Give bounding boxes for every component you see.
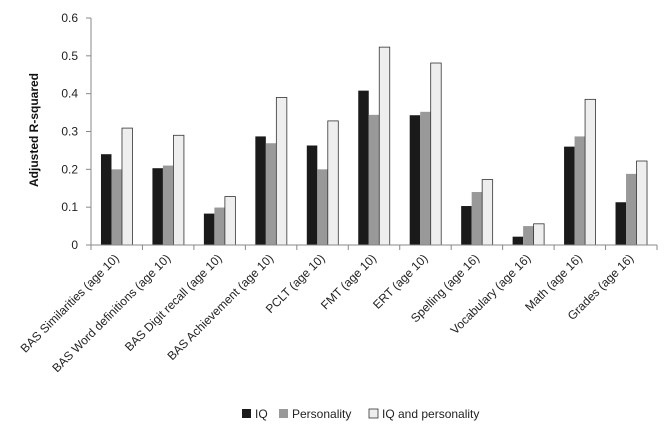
bar-personality xyxy=(111,169,122,245)
bar-personality xyxy=(265,143,277,245)
y-tick-label: 0.5 xyxy=(61,49,78,63)
bar-iq-and-personality xyxy=(430,62,442,246)
y-tick-label: 0.3 xyxy=(61,125,78,139)
legend: IQ Personality IQ and personality xyxy=(242,407,479,421)
x-tick-label: FMT (age 10) xyxy=(318,251,379,312)
y-tick-label: 0.2 xyxy=(61,162,78,176)
bar-iq-and-personality xyxy=(173,134,185,246)
bar-iq-and-personality xyxy=(533,223,545,246)
bar-iq xyxy=(203,213,215,245)
bar-iq xyxy=(615,202,627,245)
y-tick-label: 0 xyxy=(71,238,78,252)
bar-iq-and-personality xyxy=(224,196,236,246)
bar-iq-and-personality xyxy=(378,46,391,246)
bar-iq xyxy=(255,136,266,245)
bar-iq-and-personality xyxy=(584,98,596,246)
bar-iq xyxy=(306,145,318,245)
x-tick-label: BAS Achievement (age 10) xyxy=(164,251,276,363)
legend-label: IQ xyxy=(255,407,268,421)
bar-iq-and-personality xyxy=(481,179,494,246)
bar-iq xyxy=(358,90,369,245)
legend-label: IQ and personality xyxy=(382,407,479,421)
bar-iq-and-personality xyxy=(121,127,133,246)
bar-personality xyxy=(317,169,328,245)
bar-iq xyxy=(100,154,112,245)
bar-personality xyxy=(368,114,380,245)
y-axis-label: Adjusted R-squared xyxy=(27,73,41,187)
y-tick-label: 0.6 xyxy=(61,11,78,25)
bar-personality xyxy=(626,173,637,245)
bar-iq-and-personality xyxy=(275,97,288,246)
bars xyxy=(100,46,648,246)
x-axis-labels: BAS Similarities (age 10)BAS Word defini… xyxy=(18,245,658,375)
bar-personality xyxy=(471,192,483,245)
bar-iq-and-personality xyxy=(327,120,339,246)
x-tick-label: BAS Digit recall (age 10) xyxy=(122,251,225,354)
bar-personality xyxy=(574,136,586,245)
legend-swatch xyxy=(279,409,288,418)
legend-swatch xyxy=(368,408,379,419)
bar-personality xyxy=(162,165,174,245)
x-tick-label: BAS Similarities (age 10) xyxy=(18,251,122,355)
bar-iq xyxy=(152,168,163,245)
bar-personality xyxy=(214,207,225,245)
bar-personality xyxy=(420,111,431,246)
bar-iq xyxy=(409,115,421,246)
bar-iq-and-personality xyxy=(636,160,648,246)
y-tick-label: 0.4 xyxy=(61,87,78,101)
y-tick-label: 0.1 xyxy=(61,200,78,214)
legend-label: Personality xyxy=(292,407,351,421)
bar-iq xyxy=(512,236,524,245)
y-axis-ticks: 0 0.1 0.2 0.3 0.4 0.5 0.6 xyxy=(61,11,91,252)
bar-iq xyxy=(564,146,575,245)
bar-iq xyxy=(461,206,472,245)
legend-swatch xyxy=(242,409,251,418)
bar-personality xyxy=(523,226,534,245)
